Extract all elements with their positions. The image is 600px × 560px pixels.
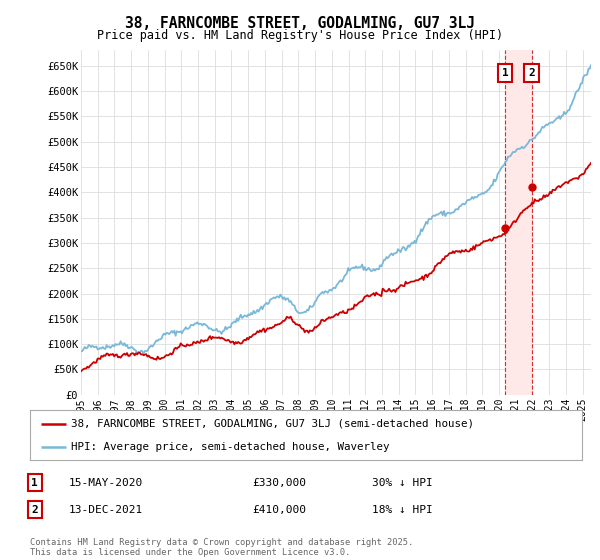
Text: 13-DEC-2021: 13-DEC-2021 [69, 505, 143, 515]
Text: 15-MAY-2020: 15-MAY-2020 [69, 478, 143, 488]
Text: 18% ↓ HPI: 18% ↓ HPI [372, 505, 433, 515]
Text: 1: 1 [502, 68, 509, 78]
Text: 38, FARNCOMBE STREET, GODALMING, GU7 3LJ: 38, FARNCOMBE STREET, GODALMING, GU7 3LJ [125, 16, 475, 31]
Text: 1: 1 [31, 478, 38, 488]
Text: 2: 2 [31, 505, 38, 515]
Text: 2: 2 [528, 68, 535, 78]
Text: HPI: Average price, semi-detached house, Waverley: HPI: Average price, semi-detached house,… [71, 442, 390, 452]
Text: £410,000: £410,000 [252, 505, 306, 515]
Text: £330,000: £330,000 [252, 478, 306, 488]
Text: 30% ↓ HPI: 30% ↓ HPI [372, 478, 433, 488]
Text: 38, FARNCOMBE STREET, GODALMING, GU7 3LJ (semi-detached house): 38, FARNCOMBE STREET, GODALMING, GU7 3LJ… [71, 418, 475, 428]
Text: Price paid vs. HM Land Registry's House Price Index (HPI): Price paid vs. HM Land Registry's House … [97, 29, 503, 42]
Bar [505, 50, 532, 395]
Text: Contains HM Land Registry data © Crown copyright and database right 2025.
This d: Contains HM Land Registry data © Crown c… [30, 538, 413, 557]
